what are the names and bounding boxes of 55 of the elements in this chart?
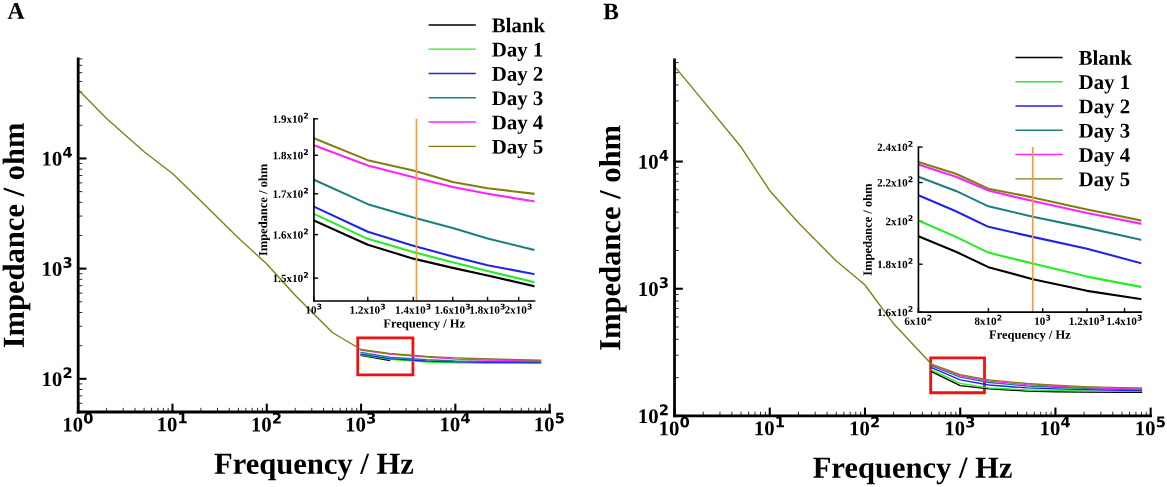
x-tick-label: 10$^{2}$ bbox=[850, 416, 879, 436]
legend-label: Day 1 bbox=[492, 42, 543, 61]
x-tick-label: 10$^{5}$ bbox=[535, 412, 564, 432]
chart-title: B bbox=[603, 3, 619, 20]
y-tick-label: 1.6x10$^{2}$ bbox=[273, 228, 309, 239]
x-tick-label: 10$^{3}$ bbox=[346, 412, 376, 432]
x-tick-label: 10$^{1}$ bbox=[755, 416, 784, 436]
legend-label: Day 3 bbox=[492, 91, 543, 110]
y-tick-label: 2.2x10$^{2}$ bbox=[877, 176, 913, 187]
legend-label: Day 1 bbox=[1079, 75, 1130, 94]
y-tick-label: 1.9x10$^{2}$ bbox=[273, 112, 309, 123]
x-tick-label: 10$^{1}$ bbox=[158, 412, 187, 432]
x-tick-label: 2x10$^{3}$ bbox=[505, 303, 532, 314]
x-tick-label: 1.4x10$^{3}$ bbox=[1107, 314, 1142, 326]
y-tick-label: 10$^{3}$ bbox=[43, 257, 72, 277]
y-tick-label: 2.4x10$^{2}$ bbox=[877, 140, 913, 152]
legend-label: Day 4 bbox=[1079, 148, 1130, 167]
x-tick-label: 1.2x10$^{3}$ bbox=[350, 303, 386, 314]
x-tick-label: 10$^{0}$ bbox=[63, 412, 93, 432]
y-tick-label: 1.8x10$^{2}$ bbox=[273, 149, 309, 160]
x-tick-label: 10$^{5}$ bbox=[1136, 416, 1165, 436]
x-tick-label: 1.8x10$^{3}$ bbox=[470, 303, 505, 314]
x-tick-label: 8x10$^{2}$ bbox=[974, 314, 1002, 325]
y-tick-label: 10$^{2}$ bbox=[43, 367, 72, 387]
y-axis-title: Impedance / ohm bbox=[2, 123, 31, 348]
y-axis-title: Impedance / ohm bbox=[863, 183, 875, 276]
legend-label: Day 2 bbox=[492, 66, 543, 86]
legend-label: Blank bbox=[1078, 50, 1132, 65]
x-tick-label: 10$^{2}$ bbox=[252, 412, 281, 432]
x-tick-label: 10$^{3}$ bbox=[945, 416, 975, 436]
y-tick-label: 1.8x10$^{2}$ bbox=[878, 258, 913, 269]
x-axis-title: Frequency / Hz bbox=[989, 330, 1071, 342]
y-tick-label: 10$^{3}$ bbox=[639, 277, 668, 297]
chart-title: A bbox=[7, 3, 25, 19]
x-axis-title: Frequency / Hz bbox=[214, 453, 414, 481]
x-tick-label: 10$^{4}$ bbox=[441, 412, 470, 432]
x-tick-label: 10$^{4}$ bbox=[1041, 416, 1071, 436]
x-tick-label: 1.6x10$^{3}$ bbox=[435, 303, 470, 314]
legend-label: Day 5 bbox=[1079, 172, 1130, 191]
legend-label: Day 4 bbox=[492, 115, 543, 134]
y-tick-label: 10$^{4}$ bbox=[639, 150, 669, 169]
y-tick-label: 10$^{4}$ bbox=[43, 146, 72, 166]
y-axis-title: Impedance / ohm bbox=[258, 163, 270, 256]
legend-label: Day 3 bbox=[1079, 123, 1130, 143]
y-axis-title: Impedance / ohm bbox=[598, 125, 627, 350]
y-tick-label: 2x10$^{2}$ bbox=[885, 215, 913, 226]
x-axis-title: Frequency / Hz bbox=[383, 319, 465, 331]
x-tick-label: 1.4x10$^{3}$ bbox=[395, 303, 431, 314]
x-tick-label: 10$^{3}$ bbox=[1035, 314, 1051, 325]
legend-label: Blank bbox=[492, 17, 546, 33]
legend-label: Day 2 bbox=[1079, 99, 1130, 118]
legend-label: Day 5 bbox=[492, 139, 543, 159]
x-tick-label: 1.2x10$^{3}$ bbox=[1069, 314, 1105, 326]
y-tick-label: 1.7x10$^{2}$ bbox=[273, 187, 309, 198]
x-axis-title: Frequency / Hz bbox=[813, 457, 1012, 485]
